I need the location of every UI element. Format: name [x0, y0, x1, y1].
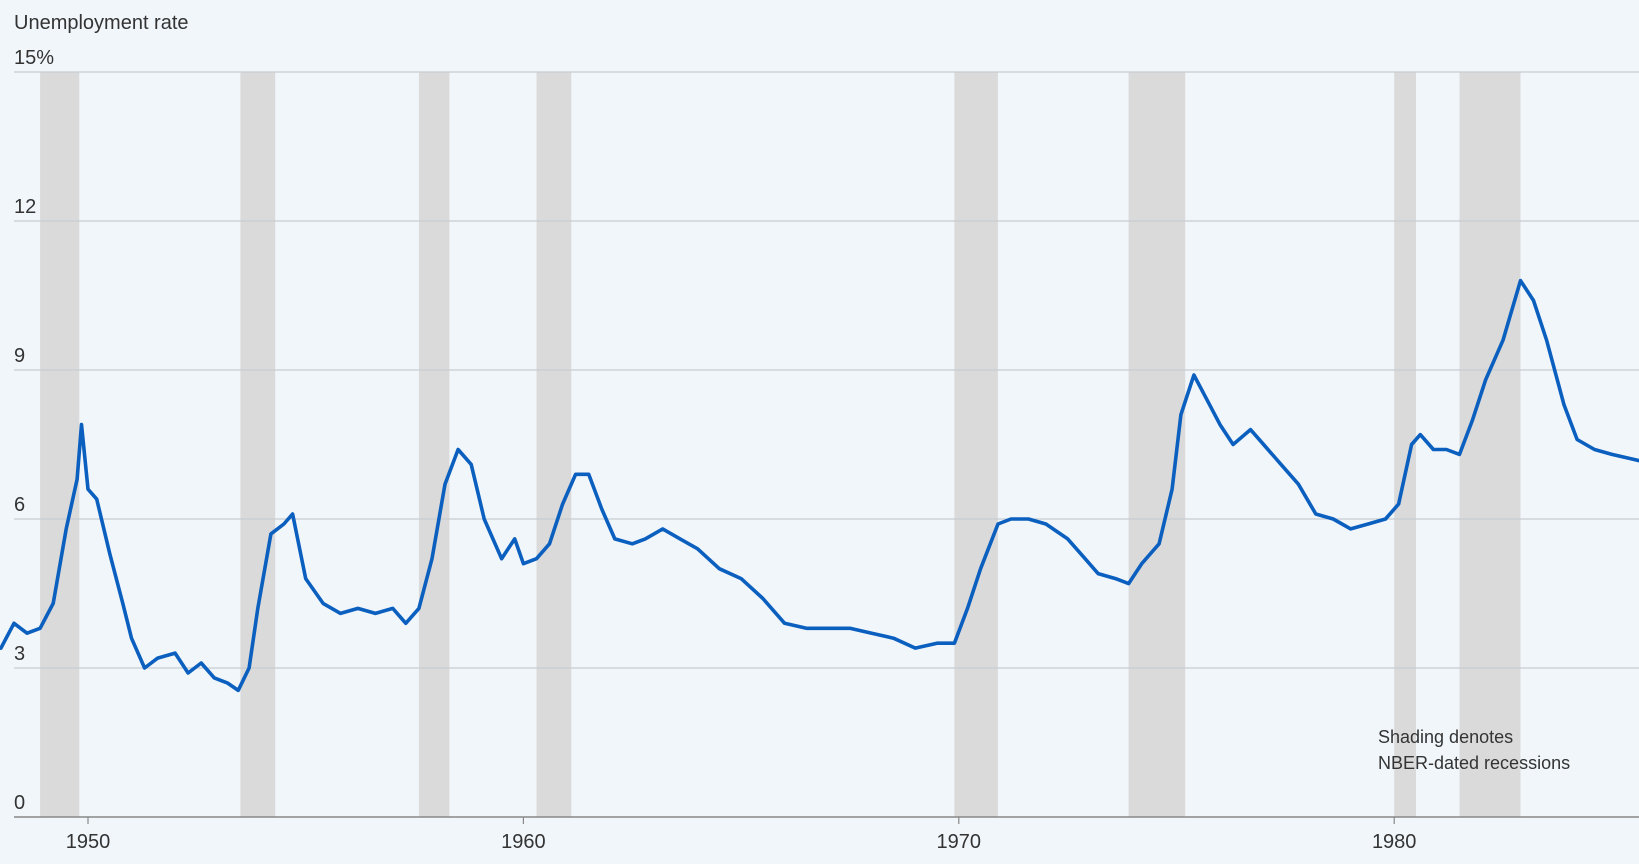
- y-tick-label: 6: [14, 494, 25, 516]
- recession-band: [1459, 72, 1521, 817]
- recession-band: [40, 72, 80, 817]
- recession-band: [418, 72, 450, 817]
- series-layer: [0, 278, 1639, 693]
- x-tick-label: 1950: [66, 831, 111, 853]
- x-axis-ticks: 19501960197019801990200020102020: [66, 817, 1417, 853]
- unemployment-rate-line: [0, 278, 1639, 693]
- y-tick-label: 12: [14, 196, 36, 218]
- recession-band: [954, 72, 998, 817]
- recession-band: [1394, 72, 1416, 817]
- recession-band: [536, 72, 572, 817]
- y-tick-label: 15%: [14, 47, 54, 69]
- y-tick-label: 3: [14, 643, 25, 665]
- gridlines: [14, 71, 1639, 669]
- recession-band: [240, 72, 276, 817]
- y-tick-label: 9: [14, 345, 25, 367]
- x-tick-label: 1980: [1372, 831, 1417, 853]
- y-tick-label: 0: [14, 792, 25, 814]
- annotation-line-2: NBER-dated recessions: [1378, 753, 1570, 773]
- annotation-line-1: Shading denotes: [1378, 727, 1513, 747]
- x-tick-label: 1960: [501, 831, 546, 853]
- chart-title: Unemployment rate: [14, 12, 189, 34]
- y-axis-ticks: 0 3 6 9 12 15%: [14, 47, 54, 814]
- x-tick-label: 1970: [937, 831, 982, 853]
- recession-shading: [40, 72, 1521, 817]
